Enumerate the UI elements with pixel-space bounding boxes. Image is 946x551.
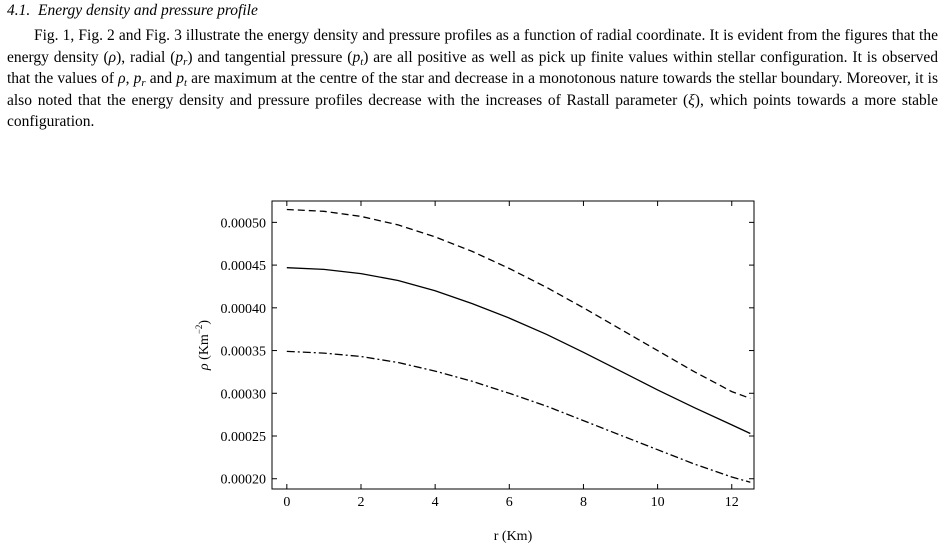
x-tick-label: 0 — [283, 495, 290, 510]
math-symbol: p — [176, 70, 184, 88]
plot-frame — [271, 200, 755, 490]
math-subscript: r — [141, 77, 146, 90]
y-axis-label-exponent: −2 — [194, 325, 204, 335]
y-tick-label: 0.00050 — [221, 216, 267, 231]
section-number: 4.1. — [7, 2, 31, 19]
x-tick-label: 4 — [432, 495, 439, 510]
x-tick-label: 12 — [725, 495, 739, 510]
dashed-series-line — [286, 208, 751, 400]
paragraph-text: are maximum at the centre of the star an… — [7, 70, 938, 109]
body-paragraph: Fig. 1, Fig. 2 and Fig. 3 illustrate the… — [7, 25, 938, 133]
math-symbol: ρ — [108, 48, 117, 66]
x-tick-label: 10 — [651, 495, 665, 510]
paragraph-text: Fig. 1, Fig. 2 and Fig. 3 illustrate the… — [7, 27, 938, 66]
y-tick-label: 0.00040 — [221, 302, 267, 317]
math-subscript: t — [360, 55, 364, 68]
tick-labels: 0 2 4 6 8 10 12 0.00020 0.00025 0.00030 0.00035 0.0… — [221, 216, 739, 510]
paragraph-text: , — [125, 70, 134, 88]
data-series — [286, 208, 751, 483]
y-axis-label: ρ (Km−2) — [194, 320, 212, 371]
math-symbol: ρ — [118, 70, 126, 88]
x-axis-label: r (Km) — [494, 529, 533, 544]
math-subscript: r — [183, 55, 188, 68]
paragraph-text: ) are all positive as well as pick up fi… — [7, 48, 939, 88]
x-tick-label: 6 — [506, 495, 513, 510]
y-tick-label: 0.00030 — [221, 387, 267, 402]
x-tick-label: 8 — [580, 495, 587, 510]
math-symbol: p — [175, 48, 184, 66]
math-symbol: ξ — [688, 91, 695, 109]
x-tick-label: 2 — [357, 495, 364, 510]
y-tick-label: 0.00035 — [221, 345, 267, 360]
y-tick-label: 0.00020 — [221, 473, 267, 488]
math-subscript: t — [183, 77, 187, 90]
paragraph-text: ), which points towards a more stable co… — [7, 91, 938, 131]
axis-ticks — [272, 201, 754, 489]
math-symbol: p — [352, 48, 361, 66]
dashdot-series-line — [286, 350, 751, 483]
paragraph-text: ), radial ( — [116, 48, 176, 66]
section-title: Energy density and pressure profile — [38, 2, 258, 19]
math-symbol: p — [133, 70, 142, 88]
y-tick-label: 0.00025 — [221, 430, 267, 445]
solid-series-line — [286, 267, 751, 435]
paragraph-text: ) and tangential pressure ( — [187, 48, 353, 66]
paragraph-text: and — [145, 70, 177, 88]
section-heading: 4.1. Energy density and pressure profile — [7, 2, 258, 20]
y-tick-label: 0.00045 — [221, 259, 267, 274]
